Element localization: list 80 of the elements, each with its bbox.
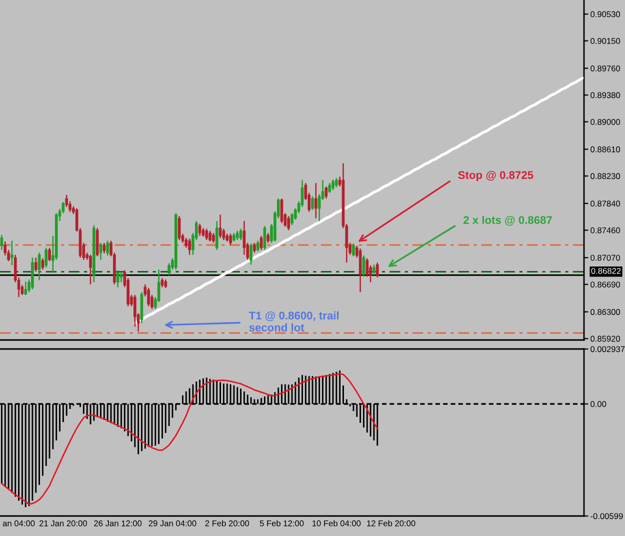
candlestick [256, 240, 260, 252]
candlestick [328, 182, 331, 194]
y-tick-label: 0.87840 [590, 200, 620, 207]
candlestick [287, 215, 290, 231]
y-tick-label: 0.87070 [590, 254, 620, 261]
candlestick [48, 247, 51, 262]
annotation: 2 x lots @ 0.8687 [463, 216, 552, 226]
candlestick [362, 254, 366, 278]
x-tick-label: an 04:00 [2, 520, 35, 526]
candlestick [34, 257, 38, 272]
candlestick [260, 235, 263, 251]
candlestick [236, 230, 239, 241]
candlestick [253, 242, 256, 254]
candlestick [212, 232, 215, 244]
candlestick [324, 186, 328, 200]
y-tick-label: 0.89760 [590, 65, 620, 72]
candlestick [376, 262, 379, 278]
y-tick-label: 0.90530 [590, 11, 620, 18]
candlestick [160, 277, 164, 288]
y-tick-label: 0.002937 [590, 346, 625, 352]
candlestick [188, 238, 191, 256]
candlestick [41, 258, 44, 270]
annotation: T1 @ 0.8600, trail second lot [248, 311, 339, 332]
candlestick [89, 254, 92, 286]
candlestick [352, 242, 355, 257]
candlestick [358, 248, 362, 293]
y-tick-label: 0.85920 [590, 336, 620, 342]
y-tick-label: 0.88230 [590, 173, 620, 180]
y-tick-label: -0.00599 [590, 513, 623, 520]
line-series [1, 373, 378, 505]
ref-line-label: 0.86822 [591, 268, 621, 274]
candlestick [215, 220, 218, 251]
candlestick [311, 196, 314, 210]
candlestick [106, 240, 109, 256]
candlestick [263, 225, 266, 251]
candlestick [133, 294, 136, 328]
candlestick [332, 178, 334, 191]
candlestick [239, 228, 242, 241]
candlestick [218, 214, 222, 239]
candlestick [0, 234, 4, 251]
annotation: Stop @ 0.8725 [458, 170, 534, 182]
candlestick [24, 280, 28, 296]
x-tick-label: 29 Jan 04:00 [148, 520, 196, 526]
candlestick [44, 247, 48, 268]
y-tick-label: 0.86690 [590, 282, 620, 288]
candlestick [334, 177, 338, 188]
y-tick-label: 0.00 [590, 401, 606, 408]
y-tick-label: 0.89000 [590, 118, 620, 125]
y-tick-label: 0.88610 [590, 146, 620, 152]
candlestick [116, 270, 120, 288]
candlestick [102, 242, 106, 254]
candlestick [38, 252, 41, 281]
x-tick-label: 26 Jan 12:00 [94, 520, 142, 526]
candlestick [280, 198, 284, 224]
candlestick [250, 242, 252, 266]
candlestick [205, 228, 208, 241]
y-tick-label: 0.89380 [590, 92, 620, 98]
candlestick [10, 240, 14, 266]
candlestick [178, 215, 181, 241]
x-tick-label: 12 Feb 20:00 [367, 520, 416, 526]
y-tick-label: 0.90150 [590, 38, 620, 44]
x-tick-label: 21 Jan 20:00 [40, 520, 87, 526]
candlestick [99, 242, 102, 260]
candlestick [147, 287, 150, 307]
candlestick [198, 223, 202, 236]
x-tick-label: 10 Feb 04:00 [312, 520, 361, 526]
candlestick [290, 212, 294, 226]
x-tick-label: 2 Feb 20:00 [205, 520, 250, 526]
x-tick-label: 5 Feb 12:00 [260, 520, 304, 526]
candlestick [208, 230, 212, 242]
candlestick [65, 194, 68, 208]
candlestick [314, 182, 318, 219]
candlestick [372, 264, 376, 276]
candlestick [120, 271, 123, 283]
candlestick [266, 232, 270, 244]
candlestick [229, 233, 232, 246]
line-series [134, 76, 584, 324]
y-tick-label: 0.87460 [590, 227, 620, 234]
candlestick [168, 262, 170, 276]
y-tick-label: 0.86300 [590, 309, 620, 315]
